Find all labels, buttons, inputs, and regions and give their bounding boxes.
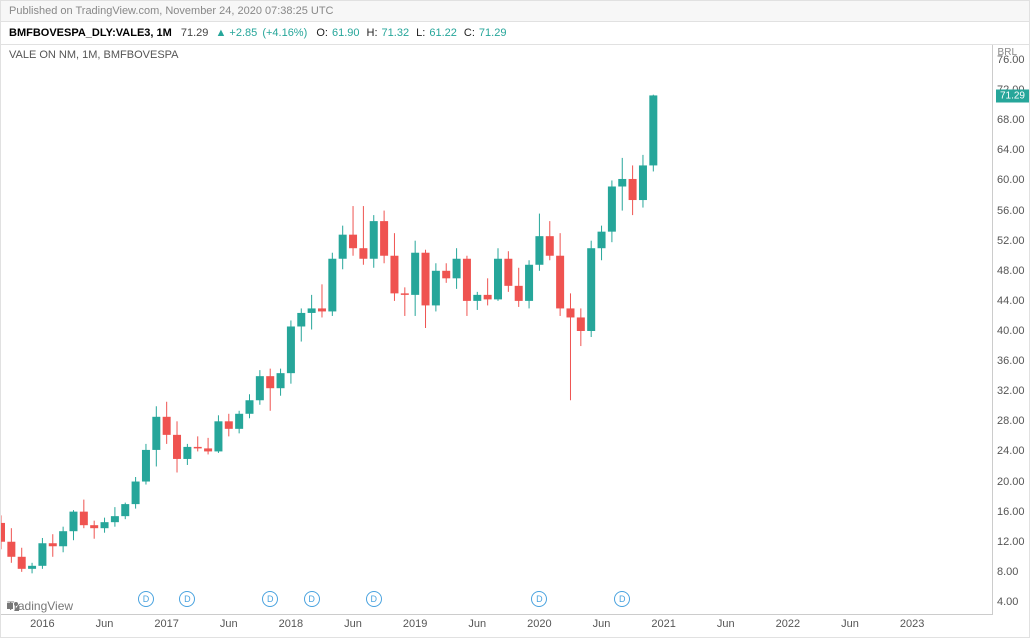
publish-prefix: Published on [9, 5, 75, 17]
publish-site[interactable]: TradingView.com [75, 5, 159, 17]
y-tick: 44.00 [997, 295, 1025, 307]
y-tick: 24.00 [997, 445, 1025, 457]
y-tick: 8.00 [997, 566, 1018, 578]
y-tick: 16.00 [997, 506, 1025, 518]
change-pct: (+4.16%) [262, 27, 307, 39]
change-up-icon: ▲ [215, 27, 226, 39]
y-tick: 56.00 [997, 205, 1025, 217]
y-tick: 64.00 [997, 144, 1025, 156]
y-tick: 76.00 [997, 54, 1025, 66]
last-price: 71.29 [181, 27, 209, 39]
chart-window: Published on TradingView.com, November 2… [0, 0, 1030, 638]
symbol-full[interactable]: BMFBOVESPA_DLY:VALE3, 1M [9, 27, 172, 39]
dividend-marker[interactable]: D [262, 591, 278, 607]
y-tick: 40.00 [997, 325, 1025, 337]
x-tick: Jun [96, 618, 114, 630]
x-tick: Jun [468, 618, 486, 630]
ohlc-o: 61.90 [332, 27, 360, 39]
x-tick: 2018 [279, 618, 303, 630]
time-axis[interactable]: 2016 Jun 2017 Jun 2018 Jun 2019 Jun 2020 Jun 2021 J… [1, 614, 993, 637]
x-tick: 2021 [651, 618, 675, 630]
x-tick: 2022 [776, 618, 800, 630]
y-tick: 36.00 [997, 355, 1025, 367]
dividend-marker[interactable]: D [366, 591, 382, 607]
y-tick: 20.00 [997, 476, 1025, 488]
tradingview-logo-icon [7, 599, 21, 613]
y-tick: 12.00 [997, 536, 1025, 548]
candlestick-svg [1, 45, 995, 617]
x-tick: 2023 [900, 618, 924, 630]
x-tick: Jun [717, 618, 735, 630]
ohlc-l: 61.22 [429, 27, 457, 39]
x-tick: Jun [593, 618, 611, 630]
y-tick: 68.00 [997, 114, 1025, 126]
y-tick: 28.00 [997, 415, 1025, 427]
chart-area[interactable]: VALE ON NM, 1M, BMFBOVESPA DDDDDDD [1, 45, 993, 615]
ohlc-c: 71.29 [479, 27, 507, 39]
symbol-titlebar: BMFBOVESPA_DLY:VALE3, 1M 71.29 ▲ +2.85 (… [1, 22, 1029, 45]
ohlc-l-label: L: [416, 27, 425, 39]
dividend-marker[interactable]: D [614, 591, 630, 607]
ohlc-o-label: O: [316, 27, 328, 39]
x-tick: Jun [841, 618, 859, 630]
ohlc-c-label: C: [464, 27, 475, 39]
dividend-marker[interactable]: D [179, 591, 195, 607]
x-tick: Jun [344, 618, 362, 630]
x-tick: 2020 [527, 618, 551, 630]
y-tick: 60.00 [997, 174, 1025, 186]
y-tick: 52.00 [997, 235, 1025, 247]
publish-datetime: , November 24, 2020 07:38:25 UTC [159, 5, 333, 17]
y-tick: 32.00 [997, 385, 1025, 397]
brand-footer[interactable]: TradingView [7, 599, 73, 613]
dividend-marker[interactable]: D [138, 591, 154, 607]
price-axis[interactable]: BRL 76.0072.0068.0064.0060.0056.0052.004… [992, 45, 1029, 615]
x-tick: Jun [220, 618, 238, 630]
ohlc-block: O: 61.90 H: 71.32 L: 61.22 C: 71.29 [316, 27, 510, 39]
x-tick: 2016 [30, 618, 54, 630]
dividend-marker[interactable]: D [531, 591, 547, 607]
change-abs: +2.85 [229, 27, 257, 39]
y-tick: 48.00 [997, 265, 1025, 277]
x-tick: 2019 [403, 618, 427, 630]
y-tick: 4.00 [997, 596, 1018, 608]
ohlc-h-label: H: [367, 27, 378, 39]
publish-bar: Published on TradingView.com, November 2… [1, 1, 1029, 22]
x-tick: 2017 [154, 618, 178, 630]
ohlc-h: 71.32 [382, 27, 410, 39]
dividend-marker[interactable]: D [304, 591, 320, 607]
price-tag: 71.29 [996, 89, 1029, 102]
